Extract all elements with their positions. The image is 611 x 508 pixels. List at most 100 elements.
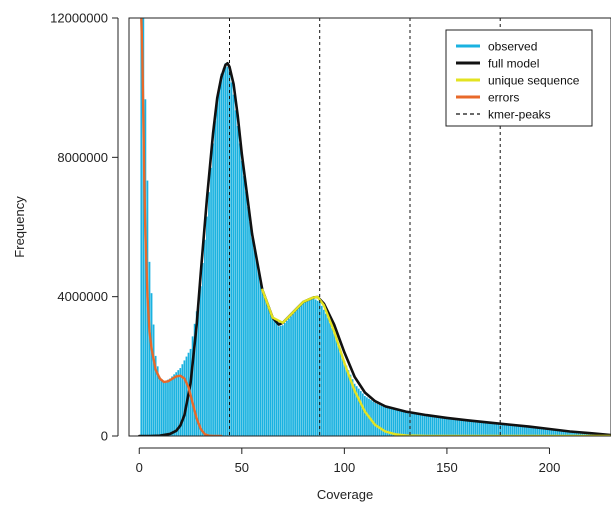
observed-bar xyxy=(191,336,194,436)
observed-bar xyxy=(478,422,481,436)
observed-bar xyxy=(259,279,262,436)
observed-bar xyxy=(148,261,151,436)
observed-bar xyxy=(407,412,409,436)
observed-bar xyxy=(275,323,278,436)
observed-bar xyxy=(331,328,333,436)
observed-bar xyxy=(142,18,145,436)
observed-bar xyxy=(386,407,389,436)
observed-bar xyxy=(173,374,175,436)
plot-frame xyxy=(128,17,611,437)
observed-bar xyxy=(175,372,178,436)
observed-bar xyxy=(337,344,340,436)
observed-bar xyxy=(540,428,543,436)
observed-bar xyxy=(380,405,383,436)
observed-bar xyxy=(519,426,522,436)
y-axis: 0 4000000 8000000 12000000 xyxy=(50,11,119,444)
observed-bar xyxy=(468,421,471,436)
observed-bar xyxy=(441,418,444,436)
observed-bar xyxy=(437,417,440,436)
observed-bar xyxy=(150,293,153,436)
observed-bar xyxy=(243,176,245,436)
observed-bar xyxy=(140,18,143,436)
observed-bar xyxy=(446,418,448,436)
x-tick-label: 100 xyxy=(334,460,356,475)
observed-bar xyxy=(253,247,255,436)
observed-bar xyxy=(316,300,319,436)
observed-bar xyxy=(415,414,418,436)
observed-bar xyxy=(388,408,391,436)
observed-bar xyxy=(489,423,491,436)
observed-bar xyxy=(583,432,586,436)
y-tick-label: 12000000 xyxy=(50,11,108,26)
observed-bar xyxy=(267,306,270,436)
observed-bar xyxy=(417,414,420,436)
observed-bar xyxy=(499,424,502,436)
observed-bar xyxy=(421,415,424,436)
observed-bar xyxy=(160,379,163,436)
observed-bar xyxy=(444,418,446,436)
observed-bar xyxy=(193,323,196,436)
unique-sequence-line xyxy=(261,288,611,436)
observed-bar xyxy=(322,309,325,436)
observed-bar xyxy=(329,322,331,436)
observed-bar xyxy=(154,355,157,436)
observed-bar xyxy=(359,391,362,436)
observed-bar xyxy=(343,361,346,436)
observed-bar xyxy=(294,311,296,436)
observed-bar xyxy=(462,420,465,436)
observed-bar xyxy=(158,376,161,436)
observed-bar xyxy=(185,356,188,436)
observed-bar xyxy=(530,427,532,436)
observed-bar xyxy=(304,301,307,436)
observed-bar xyxy=(257,268,260,436)
observed-bar xyxy=(567,430,569,436)
observed-bar xyxy=(470,421,473,436)
observed-bar xyxy=(212,143,214,436)
observed-bar xyxy=(464,420,467,436)
observed-bar xyxy=(181,364,184,436)
observed-bar xyxy=(392,409,395,436)
observed-bar xyxy=(353,383,356,436)
observed-bar xyxy=(261,289,264,436)
observed-bar xyxy=(390,408,393,436)
observed-bar xyxy=(374,402,376,436)
observed-bar xyxy=(167,379,169,436)
observed-bar xyxy=(265,300,268,436)
observed-bar xyxy=(536,428,539,436)
observed-bar xyxy=(398,410,401,436)
observed-bar xyxy=(509,425,512,436)
observed-bar xyxy=(247,206,249,436)
observed-bar xyxy=(573,431,575,436)
observed-bar xyxy=(517,426,520,436)
observed-bar xyxy=(284,323,286,436)
x-axis-title: Coverage xyxy=(317,487,373,502)
observed-bar xyxy=(183,360,186,436)
observed-bar xyxy=(456,419,459,436)
observed-bar xyxy=(208,192,210,436)
observed-bar xyxy=(236,125,239,436)
observed-bar xyxy=(402,411,405,436)
observed-bar xyxy=(240,160,243,436)
observed-bar xyxy=(339,349,342,436)
observed-bar xyxy=(234,110,237,436)
observed-bar xyxy=(552,429,555,436)
observed-bar xyxy=(355,386,358,436)
observed-bar xyxy=(288,318,290,436)
observed-bar xyxy=(587,432,590,436)
observed-bar xyxy=(435,417,438,436)
observed-bar xyxy=(271,317,274,436)
observed-bar xyxy=(507,425,510,436)
observed-bar xyxy=(485,422,487,436)
observed-bar xyxy=(521,426,524,436)
observed-bar xyxy=(493,423,495,436)
observed-bar xyxy=(210,167,212,436)
observed-bar xyxy=(396,410,399,436)
observed-bar xyxy=(314,299,317,436)
observed-bar xyxy=(433,416,436,436)
observed-bar xyxy=(515,426,518,436)
observed-bar xyxy=(579,431,582,436)
observed-bar xyxy=(222,68,225,436)
x-tick-label: 200 xyxy=(539,460,561,475)
observed-bar xyxy=(487,423,489,436)
